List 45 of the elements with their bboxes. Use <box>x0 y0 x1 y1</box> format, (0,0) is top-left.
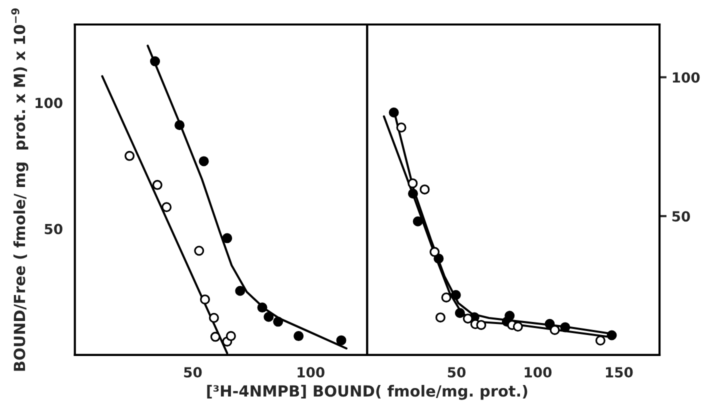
point <box>222 233 232 244</box>
point <box>430 246 440 257</box>
point <box>336 335 346 346</box>
point <box>560 322 570 332</box>
point <box>388 108 399 118</box>
point <box>420 184 430 194</box>
x-tick-label: 100 <box>298 367 324 378</box>
point <box>294 331 304 342</box>
point <box>273 316 284 327</box>
point <box>462 314 473 324</box>
point <box>150 56 160 66</box>
x-tick-label: 100 <box>524 367 552 378</box>
point <box>264 312 274 322</box>
point <box>210 332 220 342</box>
point <box>396 122 406 133</box>
x-axis-title: [³H-4NMPB] BOUND( fmole/mg. prot.) <box>207 384 528 400</box>
x-tick-label: 150 <box>606 367 633 378</box>
point <box>595 336 606 346</box>
point <box>550 324 560 335</box>
point <box>476 320 486 330</box>
point <box>450 290 461 300</box>
point <box>152 180 162 190</box>
point <box>441 292 452 302</box>
point <box>512 322 523 332</box>
y-axis-title: BOUND/Free ( fmole/ mg prot. x M) x 10$^{−9}$ <box>11 8 28 371</box>
line-series <box>146 44 348 350</box>
point <box>454 308 465 318</box>
point <box>194 246 204 256</box>
point <box>198 156 209 166</box>
point <box>435 312 446 322</box>
x-tick-label: 50 <box>184 367 202 378</box>
point <box>257 302 268 313</box>
point <box>174 120 185 130</box>
point <box>124 150 135 161</box>
point <box>162 202 172 212</box>
point <box>408 188 418 199</box>
point <box>235 286 246 296</box>
point <box>208 312 219 323</box>
point <box>412 216 423 226</box>
x-tick-label: 50 <box>448 367 466 378</box>
point <box>408 178 418 188</box>
point <box>606 330 617 340</box>
point <box>434 254 444 264</box>
point <box>200 294 210 304</box>
point <box>226 331 236 342</box>
